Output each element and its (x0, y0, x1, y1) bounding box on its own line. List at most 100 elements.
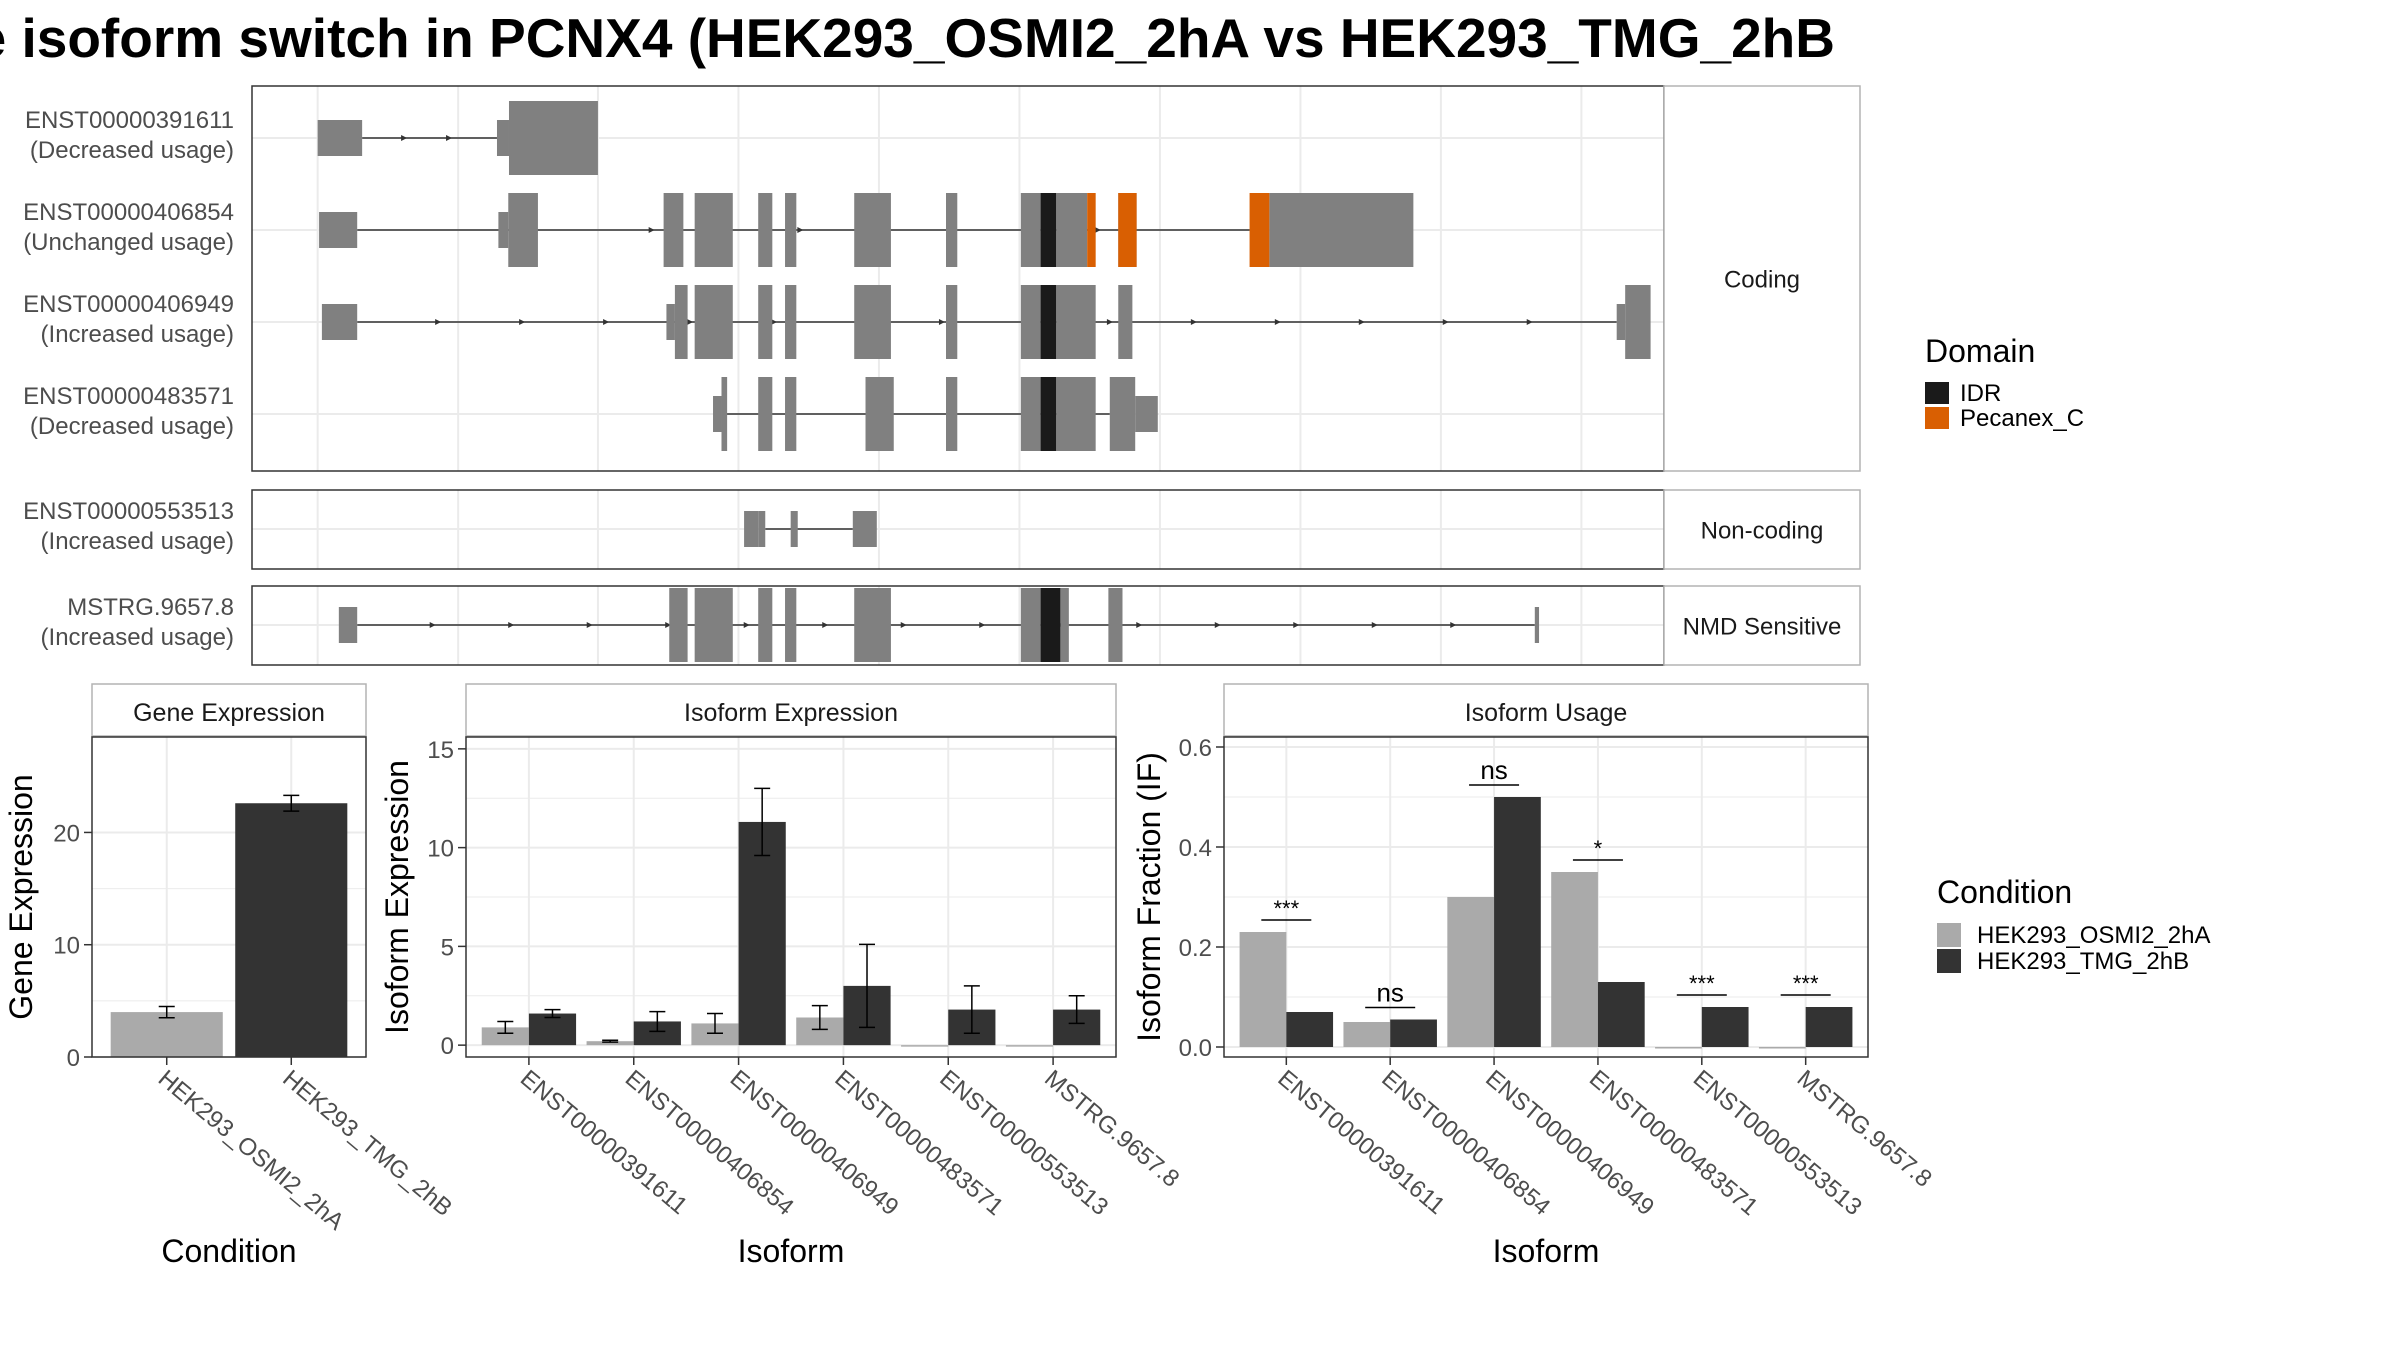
coding-exon (1020, 377, 1041, 451)
x-tick-label: ENST00000406854 (1376, 1065, 1555, 1221)
facet-strip (1663, 85, 1861, 472)
bar (235, 803, 348, 1057)
plot-title: he isoform switch in PCNX4 (HEK293_OSMI2… (0, 7, 1835, 69)
coding-exon (785, 588, 797, 662)
direction-arrow (822, 622, 829, 628)
bar (1286, 1012, 1334, 1047)
y-tick-label: 0 (67, 1045, 80, 1072)
coding-exon (758, 377, 773, 451)
condition-legend-key (1937, 949, 1961, 973)
coding-exon (1060, 588, 1069, 662)
direction-arrow (648, 227, 655, 233)
utr-exon (1534, 607, 1540, 643)
direction-arrow (1293, 622, 1300, 628)
facet-label: Non-coding (1701, 518, 1824, 545)
coding-exon (945, 285, 958, 359)
panel-strip-title: Gene Expression (133, 699, 325, 727)
y-axis-title: Isoform Fraction (IF) (1131, 752, 1167, 1042)
bar (481, 1027, 529, 1046)
transcript-id-label: MSTRG.9657.8 (67, 594, 234, 621)
domain-idr (1040, 588, 1061, 662)
coding-exon (694, 285, 733, 359)
bar (110, 1012, 223, 1057)
coding-exon (694, 588, 733, 662)
coding-exon (758, 588, 773, 662)
bar (738, 821, 786, 1046)
coding-exon (1056, 193, 1088, 267)
direction-arrow (1274, 319, 1281, 325)
significance-label: *** (1793, 971, 1819, 996)
utr-exon (744, 511, 759, 547)
direction-arrow (435, 319, 442, 325)
bar (528, 1013, 577, 1046)
direction-arrow (1190, 319, 1197, 325)
bar (1494, 797, 1541, 1047)
utr-exon (317, 120, 363, 156)
coding-exon (785, 377, 797, 451)
y-tick-label: 20 (53, 820, 80, 847)
y-axis-title: Isoform Expression (379, 760, 415, 1034)
bar (1758, 1047, 1806, 1049)
y-tick-label: 10 (53, 933, 80, 960)
coding-exon (721, 377, 728, 451)
coding-exon (1118, 285, 1133, 359)
utr-exon (666, 304, 675, 340)
coding-exon (508, 193, 538, 267)
transcript-usage-label: (Decreased usage) (30, 137, 234, 164)
bar (1447, 897, 1495, 1047)
y-tick-label: 0.0 (1179, 1035, 1212, 1062)
bar (1390, 1019, 1437, 1047)
transcript-id-label: ENST00000483571 (23, 383, 234, 410)
significance-label: ns (1376, 978, 1403, 1008)
significance-label: * (1594, 836, 1603, 861)
bar (1551, 872, 1598, 1047)
coding-exon (663, 193, 684, 267)
x-tick-label: ENST00000391611 (1272, 1065, 1450, 1220)
direction-arrow (1450, 622, 1457, 628)
x-axis-title: Isoform (738, 1233, 845, 1269)
panel-strip (465, 683, 1117, 737)
structure-panel (252, 86, 1664, 471)
direction-arrow (665, 622, 672, 628)
condition-legend-title: Condition (1937, 874, 2072, 910)
coding-exon (1108, 588, 1123, 662)
direction-arrow (1358, 319, 1365, 325)
domain-idr (1040, 193, 1057, 267)
bar (633, 1021, 681, 1046)
significance-label: ns (1480, 755, 1507, 785)
x-tick-label: ENST00000406854 (620, 1065, 799, 1221)
bar (1701, 1007, 1749, 1047)
direction-arrow (586, 622, 593, 628)
utr-exon (790, 511, 798, 547)
x-tick-label: ENST00000406949 (725, 1065, 904, 1221)
domain-pecanex-c (1087, 193, 1096, 267)
coding-exon (1020, 588, 1041, 662)
coding-exon (1056, 377, 1096, 451)
domain-legend-key (1925, 407, 1949, 429)
panel-strip-title: Isoform Usage (1465, 699, 1628, 727)
condition-legend-label: HEK293_OSMI2_2hA (1977, 922, 2210, 949)
panel-border (465, 736, 1117, 1058)
direction-arrow (446, 135, 453, 141)
x-tick-label: ENST00000553513 (1688, 1065, 1867, 1221)
direction-arrow (1526, 319, 1533, 325)
y-axis-title: Gene Expression (3, 774, 39, 1019)
domain-legend-title: Domain (1925, 333, 2035, 369)
direction-arrow (771, 319, 778, 325)
coding-exon (785, 193, 797, 267)
x-tick-label: ENST00000406949 (1480, 1065, 1659, 1221)
x-axis-title: Isoform (1493, 1233, 1600, 1269)
direction-arrow (979, 622, 986, 628)
bar (1005, 1045, 1054, 1047)
utr-exon (498, 212, 509, 248)
utr-exon (1135, 396, 1158, 432)
domain-idr (1040, 377, 1057, 451)
y-tick-label: 0.2 (1179, 935, 1212, 962)
coding-exon (694, 193, 733, 267)
direction-arrow (429, 622, 436, 628)
direction-arrow (519, 319, 526, 325)
direction-arrow (1106, 319, 1113, 325)
coding-exon (854, 588, 891, 662)
panel-border (91, 736, 367, 1058)
